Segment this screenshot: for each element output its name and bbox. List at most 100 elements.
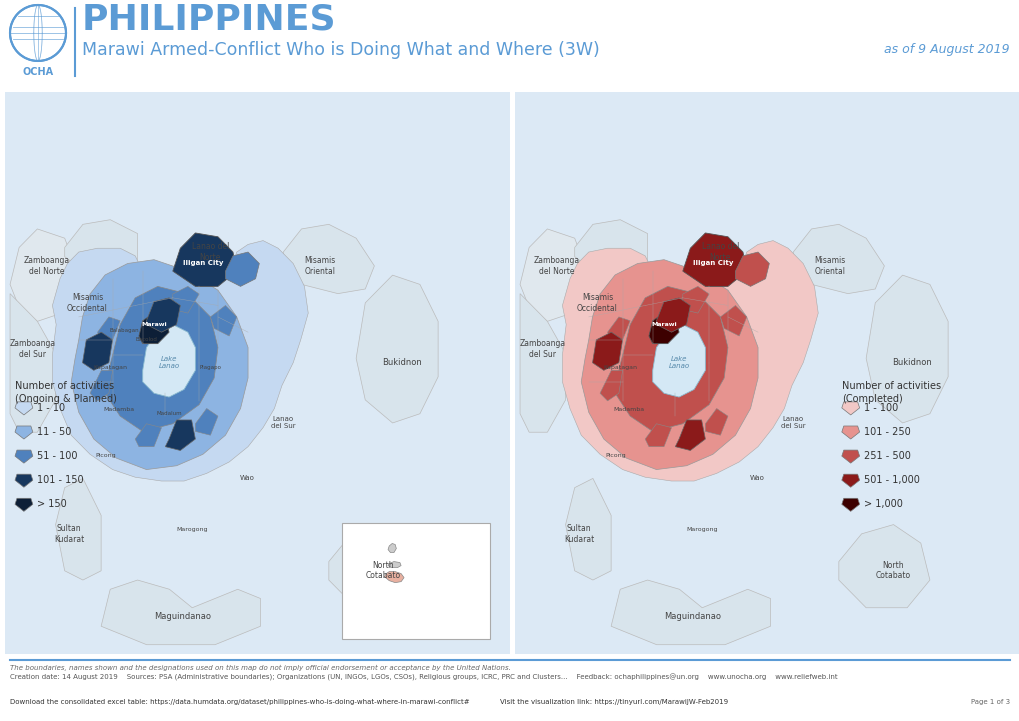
Bar bbox=[341, 523, 490, 639]
Text: 11 - 50: 11 - 50 bbox=[37, 427, 71, 437]
Text: 251 - 500: 251 - 500 bbox=[863, 451, 910, 461]
Text: Picong: Picong bbox=[605, 453, 626, 458]
Text: 101 - 250: 101 - 250 bbox=[863, 427, 909, 437]
Polygon shape bbox=[719, 306, 746, 336]
Text: > 150: > 150 bbox=[37, 500, 66, 509]
Text: Misamis
Occidental: Misamis Occidental bbox=[577, 293, 618, 313]
Polygon shape bbox=[565, 479, 610, 580]
Text: Marawi: Marawi bbox=[650, 322, 677, 327]
Text: Zamboanga
del Norte: Zamboanga del Norte bbox=[533, 256, 579, 275]
Text: Madamba: Madamba bbox=[613, 407, 644, 412]
Polygon shape bbox=[599, 371, 622, 401]
Polygon shape bbox=[592, 332, 622, 371]
Text: OCHA: OCHA bbox=[22, 67, 54, 77]
Polygon shape bbox=[614, 286, 728, 431]
Text: Madalum: Madalum bbox=[157, 411, 182, 416]
Text: Zamboanga
del Sur: Zamboanga del Sur bbox=[520, 340, 566, 359]
Text: 101 - 150: 101 - 150 bbox=[37, 475, 84, 485]
Polygon shape bbox=[98, 317, 120, 340]
Polygon shape bbox=[520, 293, 565, 432]
Polygon shape bbox=[328, 525, 420, 608]
Polygon shape bbox=[648, 313, 679, 344]
Polygon shape bbox=[652, 324, 705, 397]
Text: Number of activities
(Completed): Number of activities (Completed) bbox=[841, 381, 940, 404]
Text: Iligan City: Iligan City bbox=[692, 260, 733, 267]
Polygon shape bbox=[387, 562, 400, 567]
Polygon shape bbox=[210, 306, 236, 336]
Text: Download the consolidated excel table: https://data.humdata.org/dataset/philippi: Download the consolidated excel table: h… bbox=[10, 699, 469, 705]
Polygon shape bbox=[165, 420, 196, 451]
Polygon shape bbox=[841, 474, 859, 487]
Polygon shape bbox=[645, 424, 671, 447]
Text: Wao: Wao bbox=[239, 475, 254, 482]
Text: Zamboanga
del Norte: Zamboanga del Norte bbox=[23, 256, 69, 275]
Text: 1 - 100: 1 - 100 bbox=[863, 403, 897, 413]
Polygon shape bbox=[101, 580, 260, 645]
Text: 10,040: 10,040 bbox=[528, 110, 645, 138]
FancyBboxPatch shape bbox=[515, 99, 790, 149]
Text: Iligan City: Iligan City bbox=[182, 260, 223, 267]
Text: Zamboanga
del Sur: Zamboanga del Sur bbox=[10, 340, 56, 359]
Polygon shape bbox=[136, 424, 161, 447]
Text: PHILIPPINES: PHILIPPINES bbox=[82, 3, 336, 37]
Text: Sultan
Kudarat: Sultan Kudarat bbox=[54, 524, 85, 544]
Polygon shape bbox=[90, 371, 112, 401]
Bar bbox=[515, 97, 1014, 651]
Text: Madamba: Madamba bbox=[104, 407, 135, 412]
Text: Sultan
Kudarat: Sultan Kudarat bbox=[564, 524, 594, 544]
Polygon shape bbox=[520, 229, 588, 322]
Polygon shape bbox=[841, 426, 859, 439]
Polygon shape bbox=[105, 286, 218, 431]
Text: Lanao del
Norte: Lanao del Norte bbox=[192, 242, 229, 262]
Text: Ongoing/Planned Activities: Ongoing/Planned Activities bbox=[100, 118, 268, 131]
Text: Maguindanao: Maguindanao bbox=[664, 613, 720, 622]
Polygon shape bbox=[607, 317, 630, 340]
Text: North
Cotabato: North Cotabato bbox=[366, 561, 400, 580]
Polygon shape bbox=[172, 233, 236, 286]
Polygon shape bbox=[384, 572, 404, 583]
Polygon shape bbox=[610, 580, 769, 645]
Text: 51 - 100: 51 - 100 bbox=[37, 451, 77, 461]
Text: Marawi Armed-Conflict Who is Doing What and Where (3W): Marawi Armed-Conflict Who is Doing What … bbox=[82, 41, 599, 59]
Polygon shape bbox=[682, 286, 708, 313]
Text: 1 - 10: 1 - 10 bbox=[37, 403, 65, 413]
Polygon shape bbox=[139, 313, 169, 344]
Polygon shape bbox=[15, 402, 33, 415]
Polygon shape bbox=[841, 450, 859, 463]
Text: Marogong: Marogong bbox=[686, 527, 717, 531]
Text: Lanao del
Norte: Lanao del Norte bbox=[701, 242, 739, 262]
Polygon shape bbox=[356, 275, 438, 423]
Polygon shape bbox=[225, 252, 259, 286]
Polygon shape bbox=[147, 298, 180, 332]
Polygon shape bbox=[675, 420, 705, 451]
Text: Misamis
Oriental: Misamis Oriental bbox=[304, 256, 335, 275]
Polygon shape bbox=[793, 224, 883, 293]
Polygon shape bbox=[574, 220, 647, 275]
Polygon shape bbox=[10, 229, 78, 322]
Text: Creation date: 14 August 2019    Sources: PSA (Administrative boundaries); Organ: Creation date: 14 August 2019 Sources: P… bbox=[10, 674, 837, 681]
Text: 501 - 1,000: 501 - 1,000 bbox=[863, 475, 918, 485]
Text: Wao: Wao bbox=[749, 475, 763, 482]
Polygon shape bbox=[15, 450, 33, 463]
Polygon shape bbox=[838, 525, 929, 608]
Text: Visit the visualization link: https://tinyurl.com/MarawiJW-Feb2019: Visit the visualization link: https://ti… bbox=[499, 699, 728, 705]
Text: 1,106: 1,106 bbox=[20, 110, 116, 138]
Polygon shape bbox=[581, 260, 757, 469]
Polygon shape bbox=[64, 220, 138, 275]
Text: Marogong: Marogong bbox=[176, 527, 208, 531]
Polygon shape bbox=[865, 275, 948, 423]
FancyBboxPatch shape bbox=[5, 99, 280, 149]
Polygon shape bbox=[705, 409, 728, 435]
Polygon shape bbox=[15, 474, 33, 487]
Polygon shape bbox=[656, 298, 690, 332]
Polygon shape bbox=[143, 324, 196, 397]
Polygon shape bbox=[15, 498, 33, 511]
Polygon shape bbox=[196, 409, 218, 435]
Text: Maguindanao: Maguindanao bbox=[155, 613, 211, 622]
Text: Lake
Lanao: Lake Lanao bbox=[158, 356, 179, 369]
Polygon shape bbox=[841, 498, 859, 511]
Text: Page 1 of 3: Page 1 of 3 bbox=[970, 699, 1009, 705]
Text: Balabagan: Balabagan bbox=[109, 328, 139, 333]
Text: The boundaries, names shown and the designations used on this map do not imply o: The boundaries, names shown and the desi… bbox=[10, 665, 511, 671]
Polygon shape bbox=[841, 402, 859, 415]
